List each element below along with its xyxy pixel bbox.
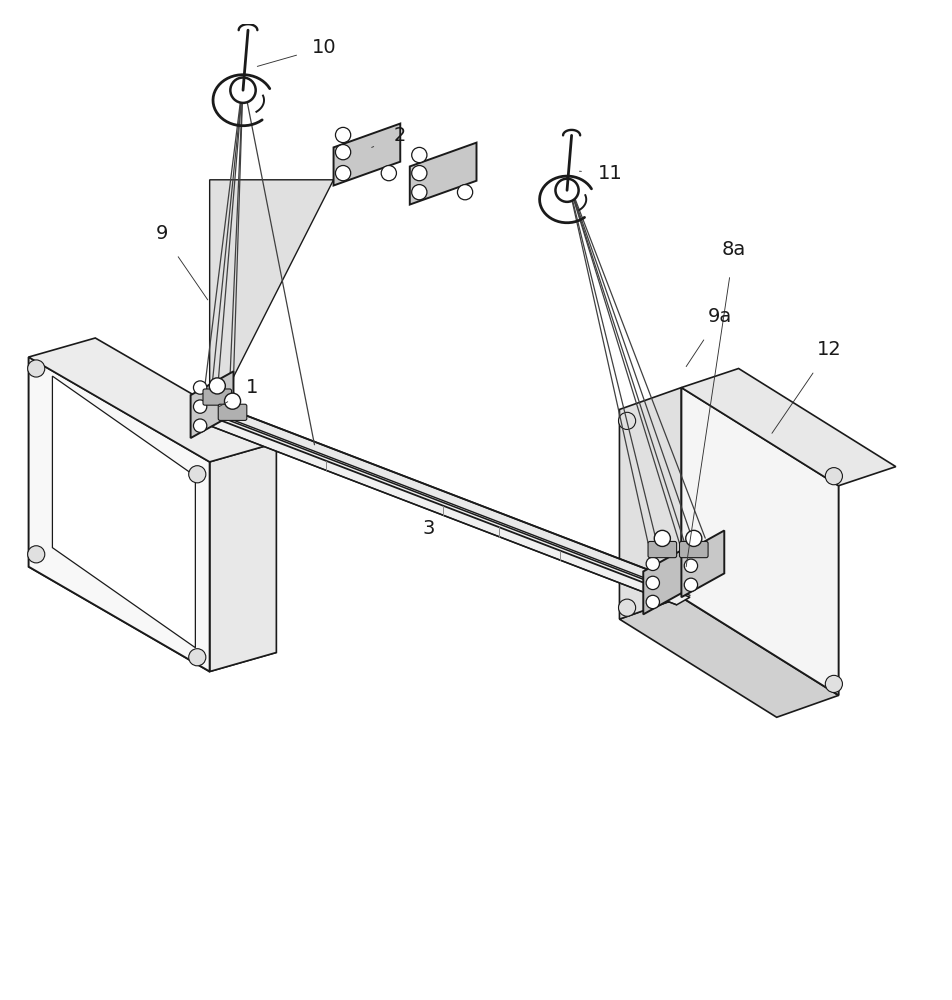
Circle shape bbox=[618, 599, 635, 616]
Circle shape bbox=[685, 530, 701, 546]
Circle shape bbox=[188, 466, 206, 483]
Polygon shape bbox=[681, 530, 724, 597]
Circle shape bbox=[215, 390, 228, 404]
Circle shape bbox=[684, 559, 697, 572]
Text: 2: 2 bbox=[394, 126, 406, 145]
Polygon shape bbox=[681, 368, 895, 486]
Circle shape bbox=[335, 127, 350, 143]
Polygon shape bbox=[29, 548, 276, 672]
Circle shape bbox=[824, 468, 842, 485]
Circle shape bbox=[618, 412, 635, 429]
Circle shape bbox=[411, 165, 426, 181]
Polygon shape bbox=[643, 548, 685, 614]
Circle shape bbox=[28, 360, 45, 377]
Circle shape bbox=[225, 393, 240, 409]
Circle shape bbox=[411, 185, 426, 200]
Polygon shape bbox=[29, 338, 276, 462]
Text: 3: 3 bbox=[423, 519, 434, 538]
Text: 9a: 9a bbox=[706, 307, 731, 326]
Text: 10: 10 bbox=[311, 38, 336, 57]
Circle shape bbox=[193, 419, 207, 432]
Circle shape bbox=[824, 675, 842, 693]
Polygon shape bbox=[52, 376, 195, 648]
Polygon shape bbox=[409, 143, 476, 205]
Polygon shape bbox=[619, 388, 681, 619]
Circle shape bbox=[555, 179, 578, 202]
Circle shape bbox=[684, 540, 697, 553]
Circle shape bbox=[188, 649, 206, 666]
Circle shape bbox=[654, 530, 669, 546]
FancyBboxPatch shape bbox=[203, 389, 231, 405]
Text: 11: 11 bbox=[597, 164, 622, 183]
Text: 9: 9 bbox=[156, 224, 168, 243]
Circle shape bbox=[193, 381, 207, 394]
FancyBboxPatch shape bbox=[647, 541, 676, 558]
Circle shape bbox=[230, 78, 255, 103]
Circle shape bbox=[411, 147, 426, 163]
Circle shape bbox=[684, 578, 697, 591]
Polygon shape bbox=[209, 180, 333, 424]
Polygon shape bbox=[209, 407, 689, 595]
Circle shape bbox=[335, 165, 350, 181]
Circle shape bbox=[28, 546, 45, 563]
Polygon shape bbox=[190, 371, 233, 438]
Polygon shape bbox=[209, 418, 689, 605]
Circle shape bbox=[381, 165, 396, 181]
Text: 1: 1 bbox=[247, 378, 258, 397]
Polygon shape bbox=[619, 597, 838, 717]
Polygon shape bbox=[333, 124, 400, 186]
Text: 12: 12 bbox=[816, 340, 841, 359]
Circle shape bbox=[645, 576, 659, 590]
FancyBboxPatch shape bbox=[679, 541, 707, 558]
Circle shape bbox=[193, 400, 207, 413]
Polygon shape bbox=[681, 388, 838, 695]
Circle shape bbox=[645, 595, 659, 609]
Text: 8a: 8a bbox=[721, 240, 745, 259]
Circle shape bbox=[457, 185, 472, 200]
Circle shape bbox=[209, 378, 225, 394]
Polygon shape bbox=[29, 357, 209, 672]
FancyBboxPatch shape bbox=[218, 404, 247, 420]
Circle shape bbox=[645, 557, 659, 571]
Circle shape bbox=[335, 145, 350, 160]
Polygon shape bbox=[209, 443, 276, 672]
